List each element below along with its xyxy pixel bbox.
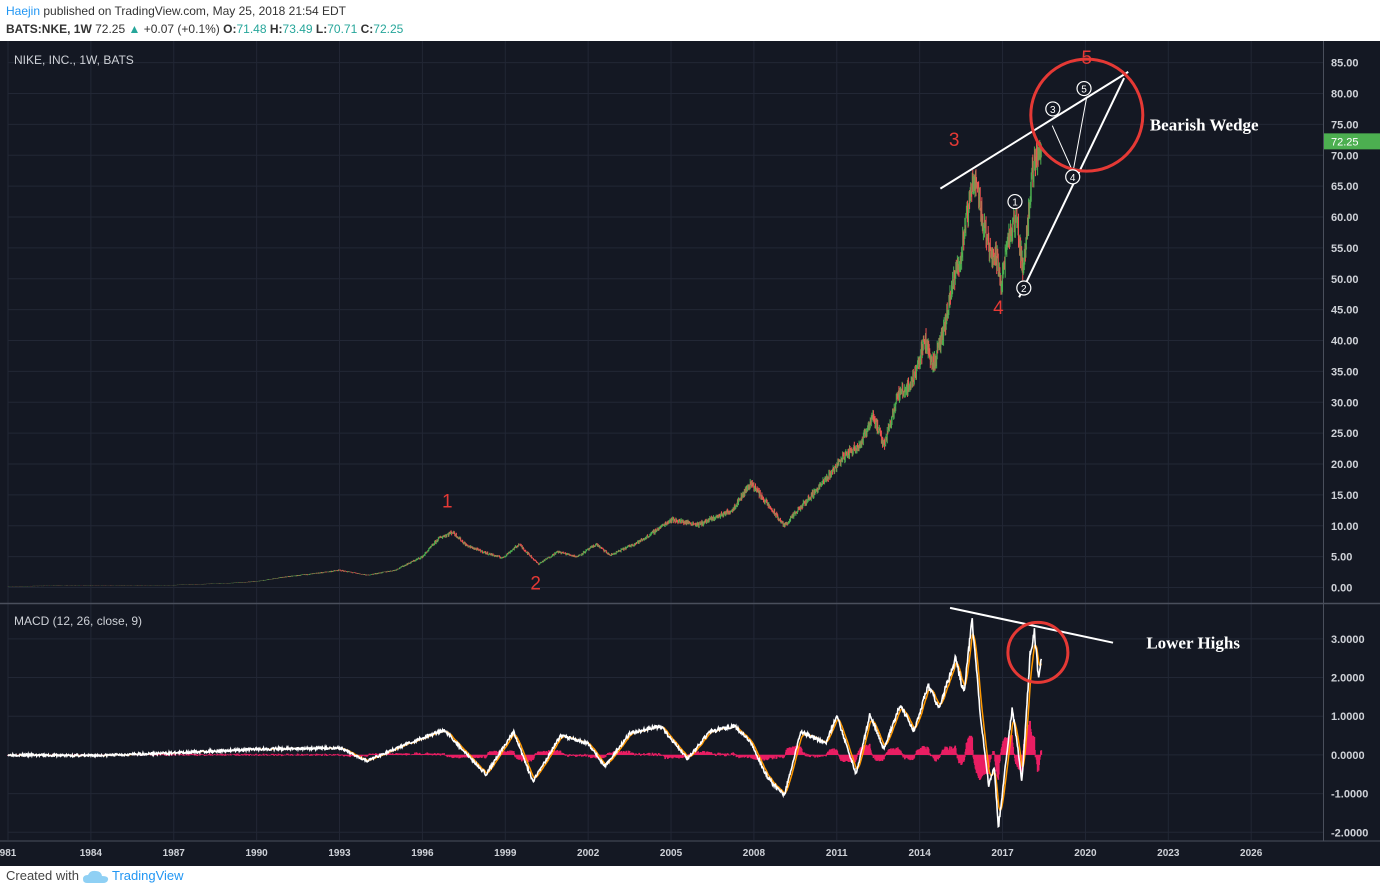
- wave-label: 1: [442, 491, 453, 512]
- sub-wave-label: 2: [1021, 284, 1027, 295]
- sub-wave-circle: [1045, 101, 1061, 117]
- x-tick-label: 2014: [909, 848, 932, 859]
- last-price-tag: [1324, 133, 1380, 150]
- x-tick-label: 1984: [80, 848, 103, 859]
- high-value: 73.49: [282, 22, 313, 36]
- x-tick-label: 1999: [494, 848, 517, 859]
- macd-tick-label: 0.0000: [1331, 750, 1365, 762]
- x-tick-label: 2011: [826, 848, 848, 859]
- symbol-ohlc-line: BATS:NKE, 1W 72.25 ▲ +0.07 (+0.1%) O:71.…: [6, 22, 403, 36]
- bearish-wedge-annotation: Bearish Wedge: [1150, 115, 1259, 134]
- high-label: H:: [269, 22, 283, 36]
- x-tick-label: 2017: [991, 848, 1014, 859]
- macd-line: [7, 617, 1043, 829]
- sub-wave-label: 1: [1012, 198, 1018, 209]
- x-tick-label: 2020: [1074, 848, 1097, 859]
- x-tick-label: 1993: [328, 848, 351, 859]
- publish-info: Haejin published on TradingView.com, May…: [6, 4, 346, 18]
- footer: Created with TradingView: [6, 868, 184, 884]
- open-value: 71.48: [236, 22, 267, 36]
- price-tick-label: 70.00: [1331, 150, 1359, 162]
- macd-tick-label: 3.0000: [1331, 634, 1365, 646]
- x-tick-label: 2023: [1157, 848, 1180, 859]
- publish-text: published on TradingView.com, May 25, 20…: [43, 4, 347, 18]
- sub-wave-label: 5: [1081, 85, 1087, 96]
- wave-label: 2: [530, 573, 541, 594]
- x-tick-label: 981: [0, 848, 17, 859]
- up-arrow-icon: ▲: [128, 22, 141, 36]
- x-tick-label: 1987: [163, 848, 186, 859]
- price-tick-label: 55.00: [1331, 243, 1359, 255]
- macd-tick-label: 1.0000: [1331, 711, 1365, 723]
- price-tick-label: 85.00: [1331, 58, 1359, 70]
- sub-wave-label: 3: [1050, 105, 1056, 116]
- x-tick-label: 2002: [577, 848, 600, 859]
- wedge-trendline: [1018, 77, 1125, 298]
- price-tick-label: 35.00: [1331, 366, 1359, 378]
- chart-area[interactable]: 1 2 3 4 5 1 2 3 4 5 Bearish Wedge Lower Highs 981 1…: [0, 41, 1380, 866]
- price-tick-label: 5.00: [1331, 552, 1352, 564]
- wave-label: 4: [993, 298, 1004, 319]
- symbol-label: BATS:NKE, 1W: [6, 22, 92, 36]
- price-tick-label: 15.00: [1331, 490, 1359, 502]
- sub-wave-circle: [1065, 169, 1081, 185]
- low-value: 70.71: [327, 22, 358, 36]
- price-tick-label: 80.00: [1331, 88, 1359, 100]
- wave-label: 5: [1082, 48, 1093, 69]
- price-tick-label: 45.00: [1331, 305, 1359, 317]
- price-tick-label: 20.00: [1331, 459, 1359, 471]
- author-link[interactable]: Haejin: [6, 4, 41, 18]
- sub-wave-circle: [1016, 280, 1032, 296]
- macd-tick-label: -2.0000: [1331, 827, 1368, 839]
- price-tick-label: 25.00: [1331, 428, 1359, 440]
- last-price-tag-label: 72.25: [1331, 136, 1359, 148]
- low-label: L:: [315, 22, 328, 36]
- price-tick-label: 0.00: [1331, 583, 1352, 595]
- lower-highs-annotation: Lower Highs: [1146, 634, 1240, 653]
- close-value: 72.25: [373, 22, 404, 36]
- x-tick-label: 1996: [411, 848, 434, 859]
- x-tick-label: 2005: [660, 848, 683, 859]
- open-label: O:: [223, 22, 237, 36]
- x-tick-label: 2026: [1240, 848, 1263, 859]
- price-tick-label: 50.00: [1331, 274, 1359, 286]
- x-tick-label: 1990: [246, 848, 269, 859]
- macd-tick-label: -1.0000: [1331, 789, 1368, 801]
- chart-background: [0, 41, 1380, 866]
- sub-wave-label: 4: [1070, 173, 1076, 184]
- highlight-circle: [1029, 57, 1145, 173]
- macd-pane-title: MACD (12, 26, close, 9): [14, 614, 142, 628]
- price-change: +0.07 (+0.1%): [143, 22, 220, 36]
- wave-label: 3: [949, 130, 960, 151]
- close-label: C:: [360, 22, 374, 36]
- tradingview-link[interactable]: TradingView: [112, 868, 184, 883]
- price-tick-label: 10.00: [1331, 521, 1359, 533]
- tradingview-logo-icon: [82, 870, 108, 883]
- price-tick-label: 40.00: [1331, 336, 1359, 348]
- macd-tick-label: 2.0000: [1331, 673, 1365, 685]
- created-with-text: Created with: [6, 868, 79, 883]
- price-tick-label: 75.00: [1331, 119, 1359, 131]
- macd-highlight-circle: [1006, 620, 1070, 684]
- x-tick-label: 2008: [743, 848, 766, 859]
- price-tick-label: 30.00: [1331, 397, 1359, 409]
- price-tick-label: 60.00: [1331, 212, 1359, 224]
- price-tick-label: 65.00: [1331, 181, 1359, 193]
- price-pane-title: NIKE, INC., 1W, BATS: [14, 53, 134, 67]
- sub-wave-circle: [1076, 80, 1092, 97]
- wedge-trendline: [939, 71, 1129, 190]
- last-price: 72.25: [95, 22, 126, 36]
- sub-wave-circle: [1007, 193, 1023, 210]
- lower-highs-trendline: [949, 606, 1114, 644]
